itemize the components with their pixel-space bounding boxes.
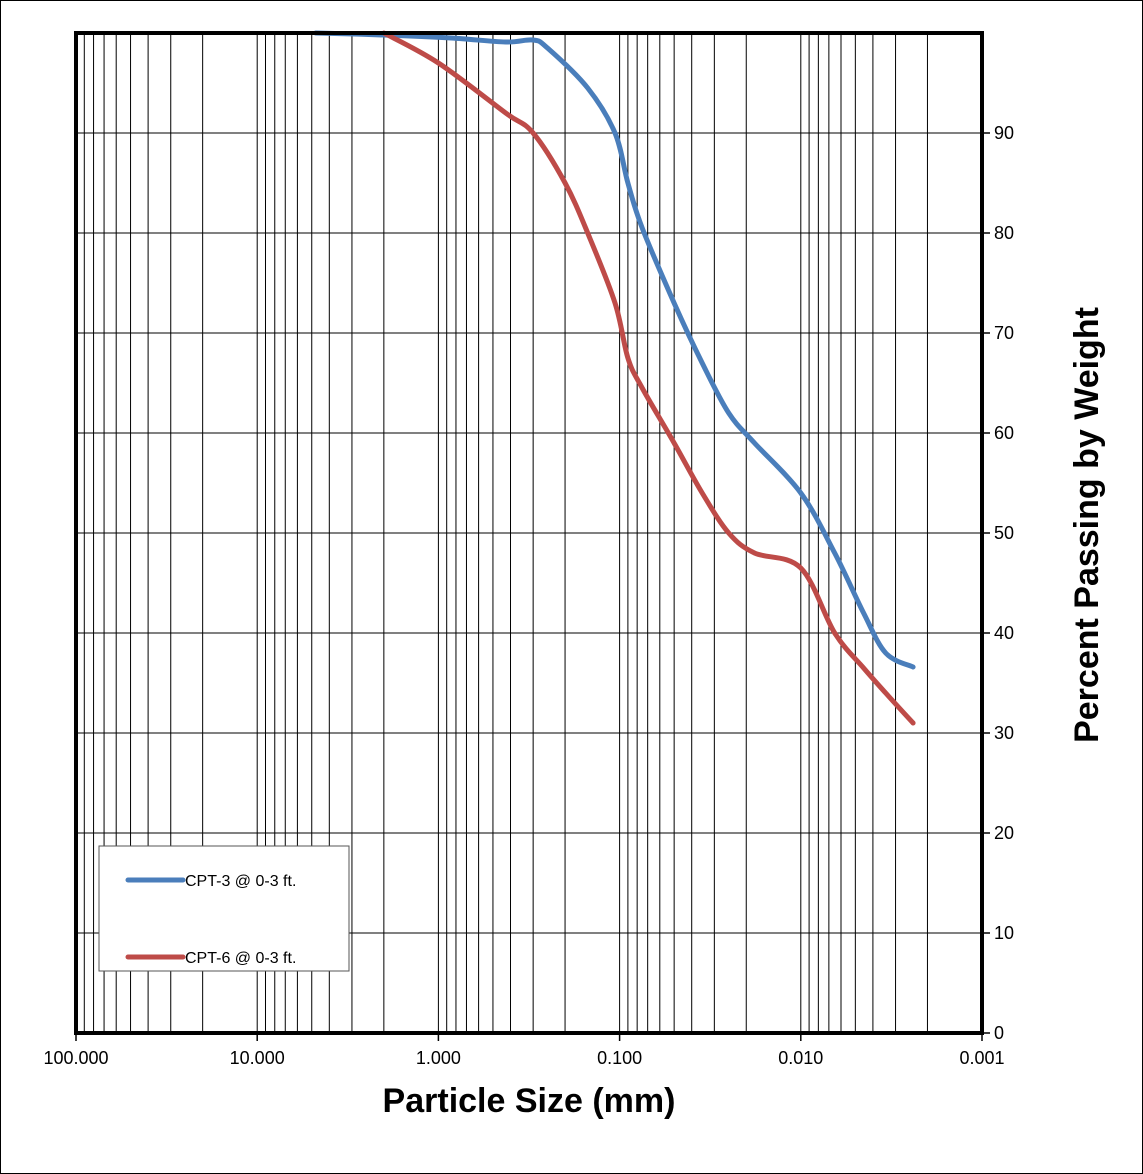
legend: CPT-3 @ 0-3 ft. CPT-6 @ 0-3 ft.	[98, 845, 350, 972]
y-tick-label: 20	[994, 823, 1014, 843]
legend-label-1: CPT-3 @ 0-3 ft.	[185, 873, 296, 890]
series-line-2	[381, 30, 916, 726]
series-line-1	[313, 30, 916, 670]
series-lines	[313, 30, 916, 726]
x-tick-label: 0.001	[959, 1048, 1004, 1068]
y-tick-label: 90	[994, 123, 1014, 143]
y-tick-label: 0	[994, 1023, 1004, 1043]
x-axis-title: Particle Size (mm)	[383, 1082, 676, 1120]
legend-box	[98, 845, 350, 972]
y-tick-label: 70	[994, 323, 1014, 343]
x-tick-label: 0.010	[778, 1048, 823, 1068]
x-tick-labels: 100.000 10.000 1.000 0.100 0.010 0.001	[43, 1048, 1004, 1068]
y-tick-label: 80	[994, 223, 1014, 243]
y-axis-title: Percent Passing by Weight	[1068, 307, 1106, 743]
x-tick-label: 10.000	[230, 1048, 285, 1068]
y-tick-label: 50	[994, 523, 1014, 543]
plot-border	[74, 31, 984, 1035]
x-tick-label: 100.000	[43, 1048, 108, 1068]
y-tick-label: 10	[994, 923, 1014, 943]
y-tick-labels: 0 10 20 30 40 50 60 70 80 90	[994, 123, 1014, 1043]
legend-label-2: CPT-6 @ 0-3 ft.	[185, 950, 296, 967]
x-tick-label: 1.000	[416, 1048, 461, 1068]
y-tick-label: 60	[994, 423, 1014, 443]
y-tick-label: 30	[994, 723, 1014, 743]
y-tick-label: 40	[994, 623, 1014, 643]
x-tick-label: 0.100	[597, 1048, 642, 1068]
